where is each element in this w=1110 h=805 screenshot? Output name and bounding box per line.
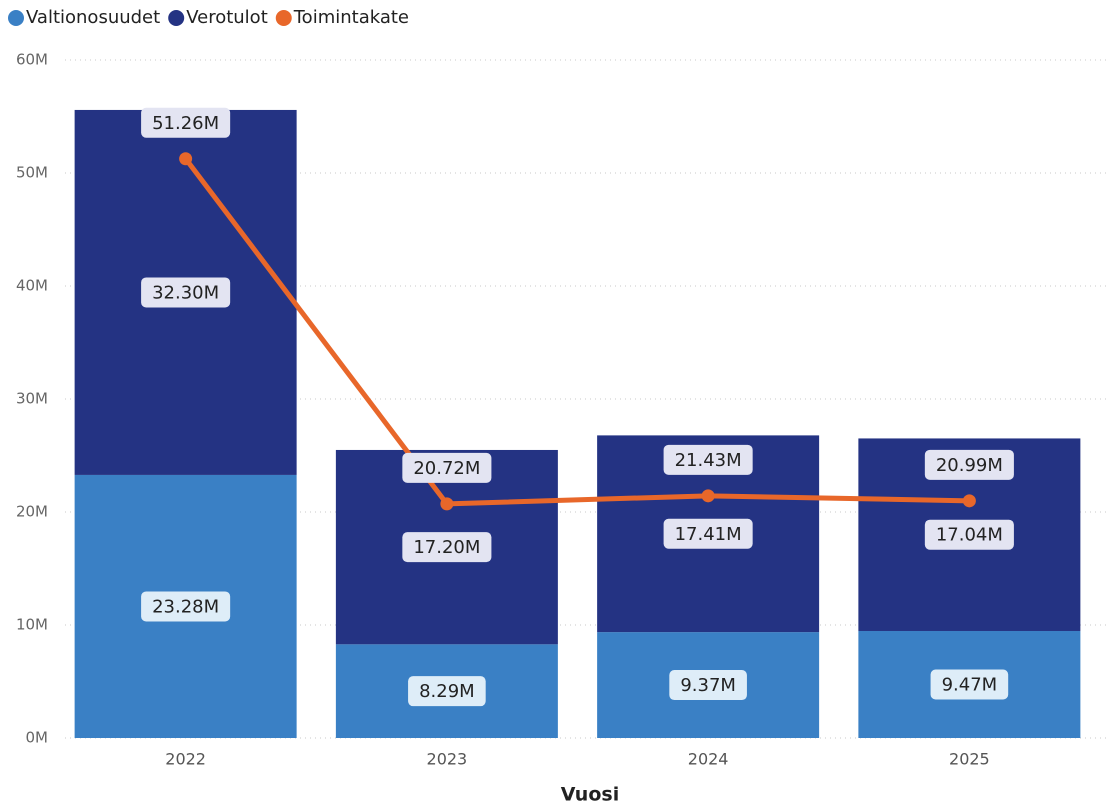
data-label: 23.28M: [152, 596, 219, 617]
data-label: 20.72M: [413, 458, 480, 479]
x-tick-label: 2024: [688, 750, 729, 769]
y-tick-label: 0M: [26, 729, 49, 747]
data-label: 51.26M: [152, 113, 219, 134]
legend-marker: [8, 10, 24, 26]
y-tick-label: 40M: [16, 277, 48, 295]
x-tick-label: 2023: [427, 750, 468, 769]
data-label-bg: [924, 449, 1014, 480]
legend-label: Valtionosuudet: [26, 7, 160, 28]
legend-label: Toimintakate: [293, 7, 409, 28]
data-label-bg: [663, 444, 753, 475]
x-tick-label: 2022: [165, 750, 206, 769]
y-tick-label: 20M: [16, 503, 48, 521]
data-label-bg: [141, 591, 231, 622]
x-tick-label: 2025: [949, 750, 990, 769]
legend-marker: [275, 10, 292, 26]
data-label: 32.30M: [152, 282, 219, 303]
data-label-bg: [402, 452, 492, 483]
line-point: [701, 489, 715, 503]
data-label-bg: [141, 277, 231, 308]
data-label-bg: [663, 518, 753, 549]
data-label-bg: [930, 669, 1009, 700]
legend-marker: [168, 10, 185, 26]
line-point: [179, 152, 193, 166]
data-label: 21.43M: [675, 450, 742, 471]
y-tick-label: 30M: [16, 390, 48, 408]
line-point: [962, 494, 976, 508]
data-label-bg: [408, 676, 486, 707]
y-tick-label: 10M: [16, 616, 48, 634]
x-axis-title: Vuosi: [561, 784, 619, 805]
data-label: 9.47M: [942, 674, 998, 695]
data-label-bg: [669, 670, 747, 701]
data-label: 9.37M: [680, 675, 736, 696]
y-tick-label: 60M: [16, 51, 48, 69]
data-label: 8.29M: [419, 681, 475, 702]
data-label: 17.41M: [675, 524, 742, 545]
data-label-bg: [141, 107, 231, 138]
legend-label: Verotulot: [186, 7, 268, 28]
data-label-bg: [402, 532, 492, 563]
data-label: 20.99M: [936, 455, 1003, 476]
line: [183, 157, 970, 507]
data-label: 17.20M: [413, 537, 480, 558]
data-label-bg: [924, 519, 1014, 550]
y-tick-label: 50M: [16, 164, 48, 182]
data-label: 17.04M: [936, 525, 1003, 546]
line-point: [440, 497, 454, 511]
